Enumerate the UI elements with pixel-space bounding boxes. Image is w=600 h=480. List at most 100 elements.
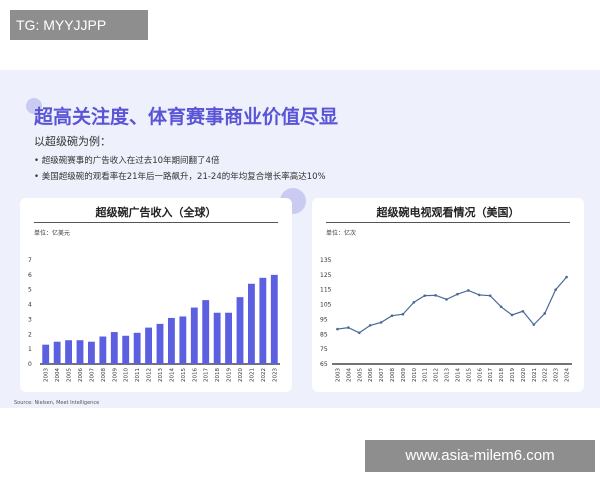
data-point <box>467 289 470 292</box>
x-tick-label: 2015 <box>181 368 187 382</box>
chart-title: 超级碗电视观看情况（美国） <box>376 206 520 219</box>
y-tick-label: 4 <box>28 302 32 309</box>
x-tick-label: 2012 <box>434 368 440 382</box>
x-tick-label: 2024 <box>565 368 571 382</box>
data-point <box>543 312 547 315</box>
bar <box>65 340 72 364</box>
y-tick-label: 125 <box>320 272 332 279</box>
x-tick-label: 2012 <box>147 368 153 382</box>
bar-chart: 0 1 2 3 4 5 6 7 2003 2004 2005 2006 2007 2008 2009 2010… <box>28 257 280 382</box>
chart-unit: 单位：亿次 <box>326 230 357 237</box>
bullet-item: • 美国超级碗的观看率在21年后一路飙升，21-24的年均复合增长率高达10% <box>34 172 326 182</box>
x-tick-label: 2022 <box>543 368 549 382</box>
x-tick-label: 2006 <box>78 368 84 382</box>
x-tick-label: 2021 <box>249 368 255 382</box>
x-tick-label: 2007 <box>89 368 95 382</box>
slide: 超高关注度、体育赛事商业价值尽显 以超级碗为例： • 超级碗赛事的广告收入在过去… <box>0 70 600 408</box>
y-tick-label: 75 <box>320 346 328 353</box>
decor-circle <box>26 98 42 114</box>
x-tick-label: 2005 <box>67 368 73 382</box>
data-point <box>423 294 427 297</box>
x-tick-label: 2021 <box>532 368 538 382</box>
y-tick-label: 3 <box>28 316 32 323</box>
bar <box>270 274 278 364</box>
title-divider <box>326 222 570 223</box>
x-tick-label: 2023 <box>554 368 560 382</box>
data-point <box>565 275 568 279</box>
data-point <box>357 331 361 335</box>
bar <box>168 317 175 364</box>
chart-card-tv-viewership: 超级碗电视观看情况（美国） 单位：亿次 65 75 85 95 105 115 125 135… <box>312 198 584 392</box>
series-line <box>337 276 567 334</box>
x-tick-label: 2017 <box>488 368 494 382</box>
y-tick-label: 85 <box>320 331 328 338</box>
bar <box>179 316 187 364</box>
x-tick-label: 2003 <box>44 368 50 382</box>
x-tick-label: 2008 <box>101 368 107 382</box>
watermark-url: www.asia-milem6.com <box>365 440 595 472</box>
y-tick-label: 105 <box>320 302 332 309</box>
x-tick-label: 2010 <box>412 368 418 382</box>
bar <box>202 300 210 364</box>
bar <box>88 341 95 364</box>
x-tick-label: 2003 <box>335 368 341 382</box>
x-tick-label: 2008 <box>390 368 396 382</box>
y-tick-label: 0 <box>28 361 32 368</box>
bar <box>122 335 130 364</box>
x-tick-label: 2017 <box>204 368 210 382</box>
x-tick-label: 2004 <box>55 368 61 382</box>
x-tick-label: 2013 <box>445 368 451 382</box>
x-tick-label: 2009 <box>112 368 118 382</box>
data-point <box>434 294 437 297</box>
source-note: Source: Nielsen, Meet Intelligence <box>14 400 100 406</box>
x-tick-label: 2020 <box>238 368 244 382</box>
x-tick-label: 2020 <box>521 368 527 382</box>
y-tick-label: 2 <box>28 331 32 338</box>
chart-unit: 单位：亿美元 <box>34 230 71 237</box>
bar <box>190 307 198 364</box>
y-tick-label: 65 <box>320 361 328 368</box>
x-tick-label: 2009 <box>401 368 407 382</box>
data-point <box>532 323 536 326</box>
bullet-item: • 超级碗赛事的广告收入在过去10年期间翻了4倍 <box>34 156 220 166</box>
x-tick-label: 2007 <box>379 368 385 382</box>
bar <box>248 283 255 364</box>
y-tick-label: 5 <box>28 287 32 294</box>
data-point <box>499 305 503 309</box>
title-divider <box>34 222 278 223</box>
x-tick-label: 2014 <box>169 368 175 382</box>
x-tick-label: 2014 <box>455 368 461 382</box>
y-tick-label: 1 <box>28 346 32 353</box>
data-point <box>521 309 525 313</box>
bar <box>145 327 152 364</box>
x-tick-label: 2019 <box>227 368 233 382</box>
y-tick-label: 115 <box>320 287 332 294</box>
x-tick-label: 2015 <box>466 368 472 382</box>
x-tick-label: 2016 <box>192 368 198 382</box>
data-point <box>477 293 481 297</box>
y-tick-label: 135 <box>320 257 332 264</box>
x-tick-label: 2022 <box>261 368 267 382</box>
chart-title: 超级碗广告收入（全球） <box>95 206 217 219</box>
bar <box>259 277 267 364</box>
x-tick-label: 2019 <box>510 368 516 382</box>
tag-label: TG: MYYJJPP <box>10 10 148 40</box>
data-point <box>488 294 492 297</box>
bar <box>110 332 118 364</box>
chart-card-ad-revenue: 超级碗广告收入（全球） 单位：亿美元 0 1 2 3 4 5 6 7 2003 2004 2005 2… <box>20 198 292 392</box>
x-tick-label: 2010 <box>124 368 130 382</box>
y-tick-label: 7 <box>28 257 32 264</box>
x-tick-label: 2006 <box>368 368 374 382</box>
bar <box>213 312 221 364</box>
bar <box>156 323 164 364</box>
x-tick-label: 2004 <box>346 368 352 382</box>
x-tick-label: 2005 <box>357 368 363 382</box>
x-tick-label: 2018 <box>499 368 505 382</box>
data-point <box>445 298 448 301</box>
data-point <box>412 301 416 304</box>
bar <box>133 332 141 364</box>
slide-title: 超高关注度、体育赛事商业价值尽显 <box>34 106 339 128</box>
data-point <box>554 288 557 292</box>
x-tick-label: 2013 <box>158 368 164 382</box>
x-tick-label: 2018 <box>215 368 221 382</box>
